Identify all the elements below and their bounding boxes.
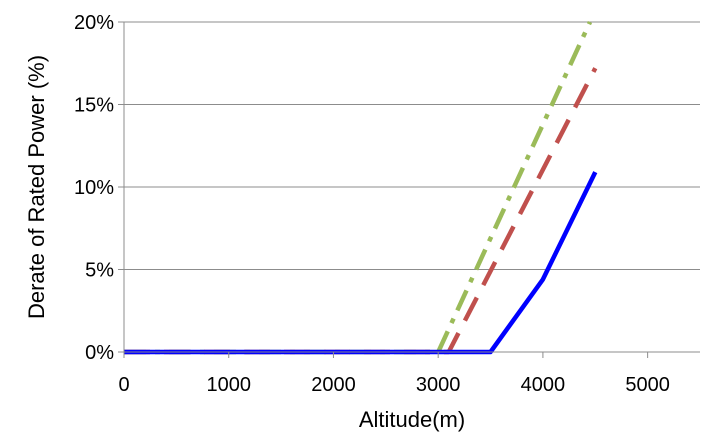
y-tick-label: 20% [74,12,114,34]
y-tick-labels: 0% 5% 10% 15% 20% [74,12,114,364]
x-tick-label: 0 [118,374,129,396]
x-tick-label: 5000 [625,374,670,396]
axes [118,21,700,358]
x-tick-labels: 0 1000 2000 3000 4000 5000 [118,374,669,396]
gridlines [124,21,700,270]
y-tick-label: 0% [85,342,114,364]
y-tick-label: 10% [74,177,114,199]
x-tick-label: 4000 [521,374,566,396]
x-tick-label: 1000 [206,374,251,396]
y-axis-title: Derate of Rated Power (%) [24,55,49,319]
x-tick-label: 3000 [416,374,461,396]
y-tick-label: 5% [85,260,114,282]
x-axis-title: Altitude(m) [359,407,465,432]
y-tick-label: 15% [74,95,114,117]
series-line-1 [124,171,598,355]
x-tick-label: 2000 [311,374,356,396]
series-line-2 [124,67,598,355]
